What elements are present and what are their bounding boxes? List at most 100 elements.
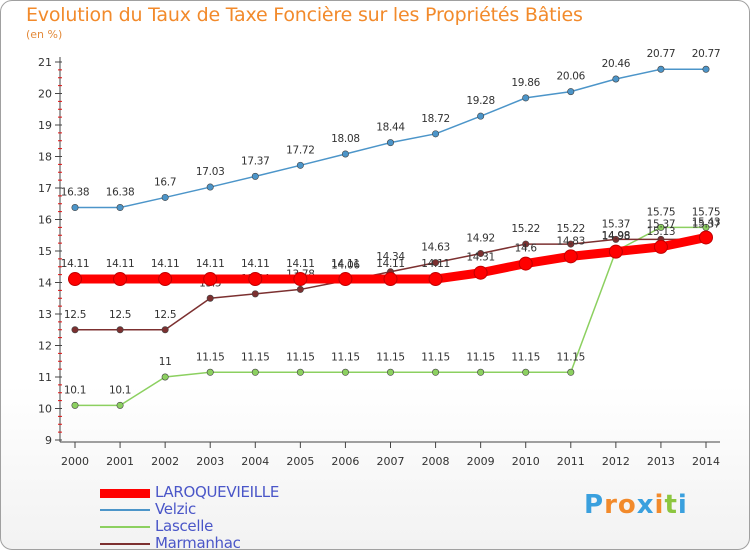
data-point	[206, 183, 214, 191]
data-point	[657, 65, 665, 73]
data-label: 10.1	[109, 384, 131, 396]
legend-label: Lascelle	[155, 517, 214, 535]
data-label: 17.03	[196, 166, 225, 178]
data-label: 15.22	[511, 223, 540, 235]
data-point	[477, 368, 485, 376]
data-label: 11.15	[511, 351, 540, 363]
data-label: 11.15	[421, 351, 450, 363]
data-point	[563, 249, 578, 264]
data-label: 14.11	[151, 258, 180, 270]
logo-letter: i	[677, 490, 688, 520]
data-point	[68, 272, 82, 287]
x-tick-label: 2011	[557, 455, 585, 468]
x-tick-label: 2009	[467, 455, 495, 468]
data-label: 14.11	[61, 258, 90, 270]
data-label: 16.38	[106, 187, 135, 199]
data-label: 16.7	[154, 176, 176, 188]
data-point	[296, 161, 304, 169]
legend-swatch	[100, 489, 150, 498]
data-label: 14.11	[421, 258, 450, 270]
data-label: 15.22	[557, 223, 586, 235]
data-point	[206, 294, 214, 302]
data-point	[386, 139, 394, 147]
data-label: 12.5	[154, 309, 176, 321]
y-tick-label: 16	[38, 214, 52, 227]
data-label: 20.77	[647, 48, 676, 60]
data-point	[477, 112, 485, 120]
data-point	[383, 272, 398, 287]
data-point	[699, 230, 713, 245]
logo-letter: P	[584, 490, 605, 520]
x-tick-label: 2001	[106, 455, 134, 468]
data-label: 11.15	[286, 351, 315, 363]
data-label: 20.77	[692, 48, 721, 60]
data-point	[522, 94, 530, 102]
data-point	[612, 75, 620, 83]
data-point	[522, 368, 530, 376]
y-tick-label: 17	[38, 182, 52, 195]
data-label: 14.11	[286, 258, 315, 270]
data-label: 14.11	[241, 258, 270, 270]
data-label: 16.38	[61, 187, 90, 199]
data-point	[248, 272, 263, 287]
data-point	[473, 265, 488, 280]
data-point	[203, 272, 218, 287]
data-point	[161, 193, 169, 201]
data-label: 14.34	[376, 251, 405, 263]
legend-swatch	[100, 543, 150, 545]
data-label: 11.15	[331, 351, 360, 363]
data-label: 12.5	[64, 309, 86, 321]
data-label: 14.11	[106, 258, 135, 270]
proxiti-logo: Proxiti	[584, 490, 688, 520]
x-tick-label: 2008	[422, 455, 450, 468]
data-point	[612, 235, 620, 243]
data-point	[518, 256, 533, 271]
logo-letter: o	[617, 490, 637, 520]
data-point	[702, 65, 710, 73]
data-label: 14.92	[466, 233, 495, 245]
x-tick-label: 2007	[377, 455, 405, 468]
data-point	[251, 172, 259, 180]
data-label: 14.06	[331, 260, 360, 272]
x-tick-label: 2014	[692, 455, 720, 468]
y-tick-label: 13	[38, 308, 52, 321]
data-point	[428, 272, 443, 287]
data-point	[477, 250, 485, 258]
data-point	[567, 368, 575, 376]
legend-swatch	[100, 509, 150, 511]
logo-letter: r	[604, 490, 618, 520]
x-tick-label: 2000	[61, 455, 89, 468]
x-tick-label: 2013	[647, 455, 675, 468]
data-point	[338, 272, 353, 287]
data-point	[161, 373, 169, 381]
data-label: 11.15	[196, 351, 225, 363]
data-label: 15.37	[602, 218, 631, 230]
data-point	[608, 244, 623, 259]
data-label: 14.31	[466, 252, 495, 264]
data-label: 15.75	[647, 206, 676, 218]
x-tick-label: 2004	[241, 455, 269, 468]
x-tick-label: 2005	[286, 455, 314, 468]
data-label: 15.37	[692, 218, 721, 230]
y-tick-label: 20	[38, 88, 52, 101]
data-point	[71, 401, 79, 409]
data-label: 11.15	[376, 351, 405, 363]
data-point	[432, 259, 440, 267]
data-point	[432, 130, 440, 138]
data-point	[116, 326, 124, 334]
data-point	[293, 272, 308, 287]
data-point	[71, 204, 79, 212]
data-point	[158, 272, 173, 287]
data-label: 11.15	[557, 351, 586, 363]
data-point	[71, 326, 79, 334]
data-point	[653, 239, 668, 254]
data-point	[116, 401, 124, 409]
data-point	[432, 368, 440, 376]
data-point	[341, 368, 349, 376]
unit-label: (en %)	[26, 28, 63, 41]
data-point	[522, 240, 530, 248]
data-label: 18.08	[331, 133, 360, 145]
data-label: 11.15	[241, 351, 270, 363]
data-label: 15.43	[692, 216, 721, 228]
